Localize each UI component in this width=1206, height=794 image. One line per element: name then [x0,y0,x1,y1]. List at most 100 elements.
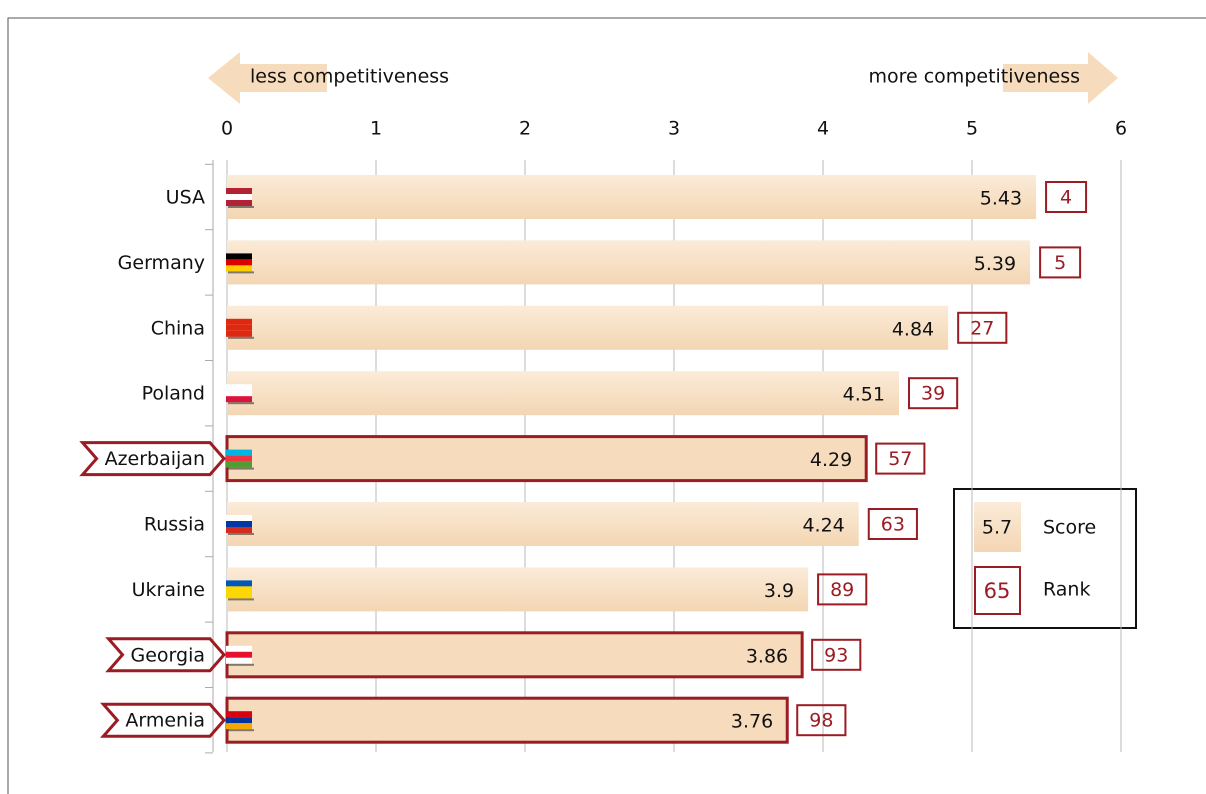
x-tick-label: 4 [817,118,829,140]
flag-shadow [228,729,254,732]
x-tick-label: 1 [370,118,382,140]
legend-rank-sample: 65 [984,579,1011,603]
flag-shadow [228,533,254,535]
flag-stripe [226,324,252,331]
flag-stripe [226,188,252,194]
rank-label: 93 [824,644,848,666]
rank-label: 27 [970,317,994,339]
x-tick-label: 0 [221,118,233,140]
bar [227,502,859,546]
legend-score-swatch [974,502,1021,552]
rank-box [796,704,847,737]
x-tick-label: 5 [966,118,978,140]
category-label: Georgia [131,644,206,666]
highlight-chevron [79,441,226,477]
flag-stripe [226,455,252,462]
flag-stripe [226,717,252,724]
category-label: Azerbaijan [105,448,205,470]
flag-stripe [226,384,252,391]
bar [227,567,809,612]
value-label: 3.86 [746,645,788,667]
flag-stripe [226,259,252,266]
right-arrow [1003,52,1118,104]
rank-box [907,377,959,410]
highlight-chevron [100,702,226,738]
flag-stripe [226,580,252,587]
bar [227,175,1037,219]
flag-stripe [226,449,252,456]
bar [227,305,949,350]
legend-score-label: Score [1043,517,1096,539]
rank-box [1039,246,1082,279]
category-label: Germany [118,252,205,274]
flag-stripe [226,265,252,272]
bar [225,696,789,744]
rank-box [1045,181,1088,213]
rank-box [867,508,918,540]
more-label: more competitiveness [868,66,1080,88]
legend: 5.7 Score 65 Rank [953,488,1137,629]
legend-rank-box [974,566,1021,615]
x-tick-label: 3 [668,118,680,140]
flag-shadow [228,271,254,274]
value-label: 3.76 [731,711,773,733]
bar [227,240,1031,285]
flag-stripe [226,515,252,521]
value-label: 4.24 [802,515,844,537]
flag-stripe [226,723,252,730]
bar [225,631,804,679]
rank-label: 39 [921,383,945,405]
x-tick-label: 6 [1115,118,1127,140]
category-label: Russia [144,514,205,536]
bar [225,435,868,483]
x-tick-label: 2 [519,118,531,140]
category-label: USA [166,187,205,209]
rank-box [875,442,926,475]
flag-stripe [226,390,252,397]
highlight-chevron [105,637,226,673]
flag-shadow [228,336,254,339]
category-label: China [151,317,205,339]
flag-shadow [228,402,254,405]
value-label: 5.39 [974,253,1016,275]
flag-stripe [226,194,252,200]
flag-shadow [228,598,254,601]
less-label: less competitiveness [250,66,449,88]
bar [227,371,899,416]
frame [7,17,1206,794]
value-label: 4.51 [843,384,885,406]
flag-stripe [226,253,252,260]
flag-shadow [228,663,254,666]
rank-label: 4 [1060,187,1072,209]
flag-stripe [226,330,252,337]
rank-label: 5 [1054,252,1066,274]
flag-stripe [226,318,252,325]
legend-rank-label: Rank [1043,579,1090,601]
rank-box [957,311,1008,344]
value-label: 5.43 [980,188,1022,210]
legend-score-sample: 5.7 [982,517,1012,539]
flag-stripe [226,461,252,468]
flag-stripe [226,527,252,533]
flag-stripe [226,657,252,664]
flag-stripe [226,645,252,652]
flag-stripe [226,711,252,718]
value-label: 3.9 [764,580,794,602]
category-label: Armenia [125,710,205,732]
rank-label: 89 [830,579,854,601]
value-label: 4.29 [810,449,852,471]
category-label: Poland [142,383,205,405]
value-label: 4.84 [892,318,934,340]
flag-stripe [226,592,252,599]
flag-stripe [226,586,252,593]
left-arrow [208,52,327,104]
flag-stripe [226,651,252,658]
rank-label: 98 [809,710,833,732]
flag-shadow [228,206,254,208]
flag-shadow [228,467,254,470]
flag-stripe [226,521,252,527]
flag-stripe [226,396,252,403]
flag-stripe [226,200,252,206]
